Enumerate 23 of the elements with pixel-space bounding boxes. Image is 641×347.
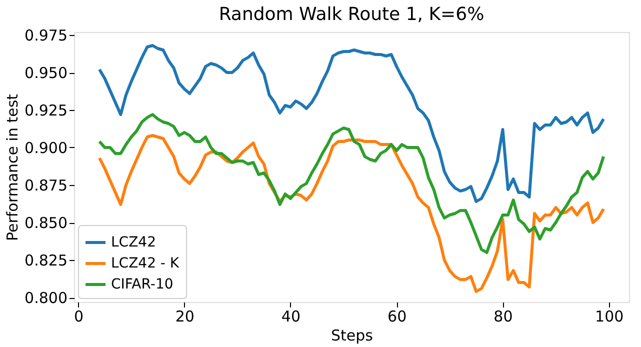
x-tick-label: 20	[175, 308, 194, 326]
y-axis-title: Performance in test	[4, 94, 22, 242]
x-tick-label: 0	[74, 308, 84, 326]
line-series	[98, 113, 606, 254]
x-tick-label: 100	[595, 308, 624, 326]
y-tick-label: 0.925	[24, 102, 68, 120]
y-tick-label: 0.825	[24, 252, 68, 270]
legend-label: LCZ42 - K	[111, 256, 180, 272]
y-tick-label: 0.900	[24, 139, 68, 157]
y-tick-label: 0.850	[24, 214, 68, 232]
x-tick-label: 40	[281, 308, 301, 326]
x-tick-label: 60	[388, 308, 407, 326]
x-tick-label: 80	[494, 308, 513, 326]
y-tick-label: 0.950	[24, 64, 68, 82]
y-tick-label: 0.800	[24, 289, 68, 307]
legend-label: LCZ42	[111, 234, 156, 250]
y-tick-label: 0.975	[24, 26, 68, 44]
x-axis-title: Steps	[331, 326, 374, 344]
chart-title: Random Walk Route 1, K=6%	[218, 4, 484, 25]
y-tick-label: 0.875	[24, 176, 68, 194]
line-series	[98, 134, 606, 293]
legend-label: CIFAR-10	[111, 276, 174, 292]
line-series	[98, 44, 606, 203]
